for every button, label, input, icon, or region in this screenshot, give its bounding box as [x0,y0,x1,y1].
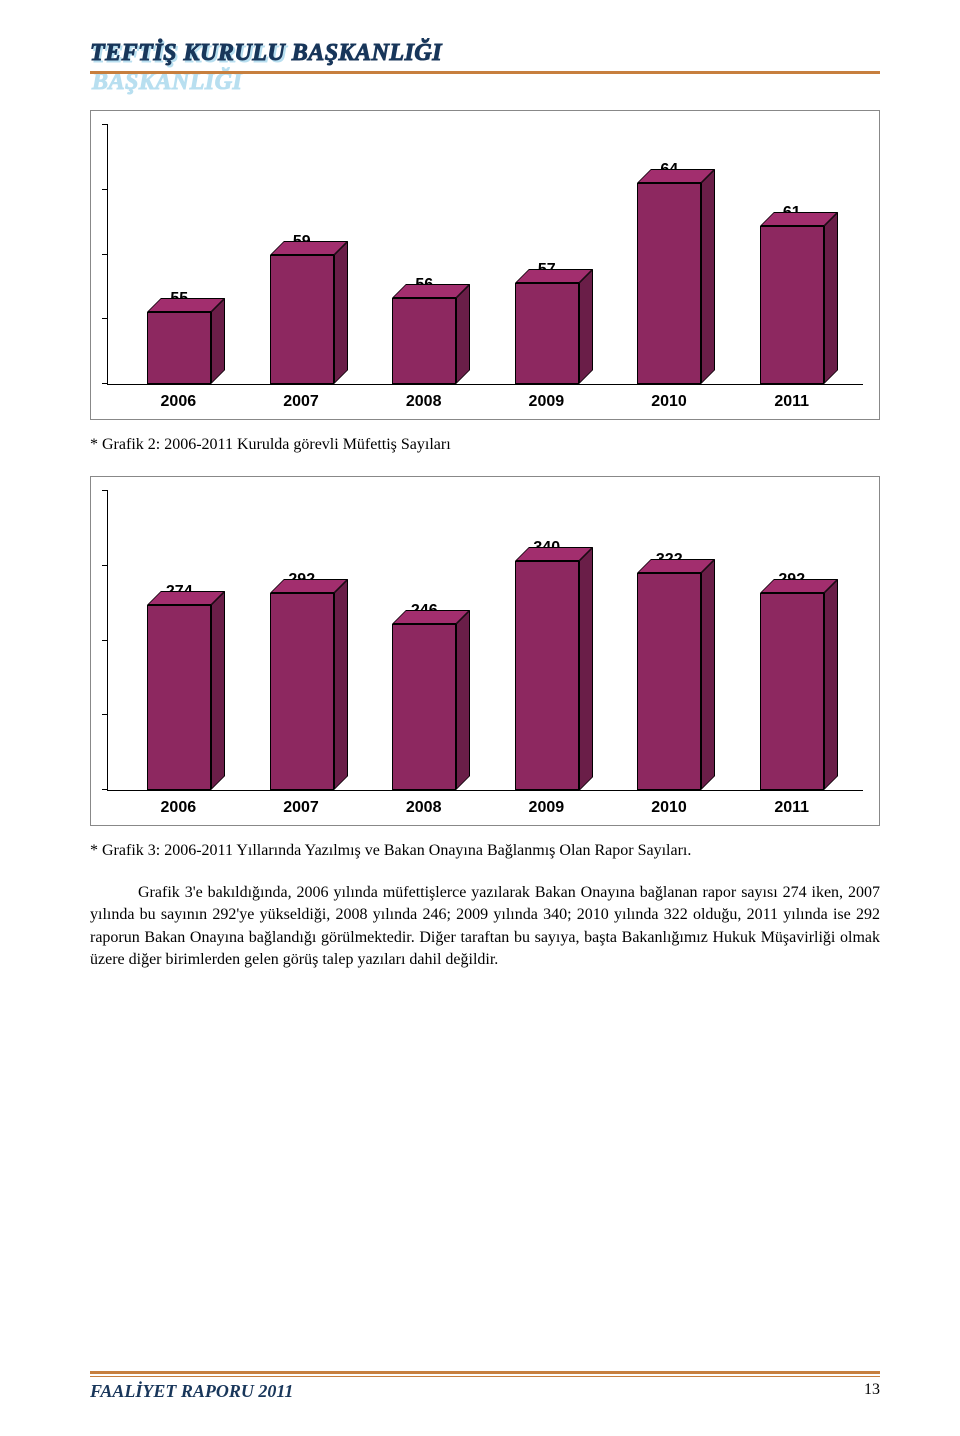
bar-2006: 55 [118,125,241,384]
chart-2-plot: 274292246340322292 [107,491,863,791]
xaxis-label: 2007 [240,393,363,411]
chart-2-xaxis: 200620072008200920102011 [107,791,863,817]
bar-2008: 246 [363,491,486,790]
bar-2010: 64 [608,125,731,384]
xaxis-label: 2008 [362,393,485,411]
chart-1-plot: 555956576461 [107,125,863,385]
xaxis-label: 2007 [240,799,363,817]
bar-2008: 56 [363,125,486,384]
footer-rule-thick [90,1371,880,1374]
page-number: 13 [864,1381,880,1402]
bar-2009: 57 [486,125,609,384]
xaxis-label: 2011 [730,393,853,411]
footer-text: FAALİYET RAPORU 2011 [90,1381,293,1402]
bar-2006: 274 [118,491,241,790]
chart-1-xaxis: 200620072008200920102011 [107,385,863,411]
bar-2007: 59 [241,125,364,384]
xaxis-label: 2006 [117,799,240,817]
chart-2-container: 274292246340322292 200620072008200920102… [90,476,880,826]
chart-1-caption: * Grafik 2: 2006-2011 Kurulda görevli Mü… [90,436,880,454]
bar-2010: 322 [608,491,731,790]
bar-2011: 292 [731,491,854,790]
page-header-title: TEFTİŞ KURULU BAŞKANLIĞI [90,40,880,67]
xaxis-label: 2006 [117,393,240,411]
xaxis-label: 2008 [362,799,485,817]
xaxis-label: 2011 [730,799,853,817]
header-rule [90,71,880,74]
title-text: TEFTİŞ KURULU BAŞKANLIĞI [90,40,442,67]
bar-2009: 340 [486,491,609,790]
xaxis-label: 2009 [485,799,608,817]
chart-2-caption: * Grafik 3: 2006-2011 Yıllarında Yazılmı… [90,842,880,860]
xaxis-label: 2009 [485,393,608,411]
footer-rule-thin [90,1376,880,1377]
xaxis-label: 2010 [608,799,731,817]
chart-1-container: 555956576461 200620072008200920102011 [90,110,880,420]
xaxis-label: 2010 [608,393,731,411]
bar-2011: 61 [731,125,854,384]
page-footer: FAALİYET RAPORU 2011 13 [90,1371,880,1402]
bar-2007: 292 [241,491,364,790]
body-paragraph: Grafik 3'e bakıldığında, 2006 yılında mü… [90,882,880,972]
